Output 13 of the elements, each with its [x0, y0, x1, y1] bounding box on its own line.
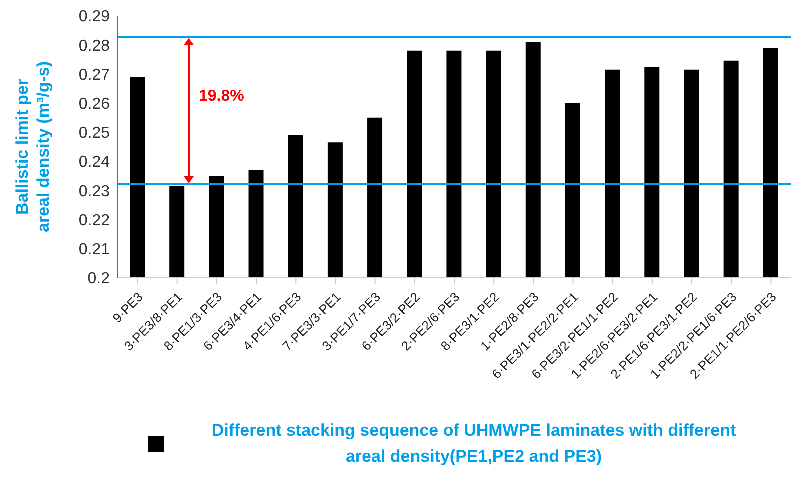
y-tick-label: 0.29	[78, 8, 110, 26]
y-tick-label: 0.25	[78, 125, 110, 142]
annotation: 19.8%	[199, 88, 244, 105]
text: Different stacking sequence of UHMWPE laminates with different areal density(PE1,PE2 and PE3)	[210, 420, 738, 468]
y-tick-label: 0.27	[78, 66, 110, 84]
y-tick-label: 0.26	[78, 96, 110, 114]
y-tick-label: 0.22	[78, 212, 110, 230]
y-axis-title: Ballistic limit per areal density (m³/g-s)	[13, 62, 53, 232]
y-tick-label: 0.23	[78, 183, 110, 200]
y-tick-label: 0.28	[78, 38, 110, 55]
y-tick-label: 0.2	[88, 270, 110, 288]
y-tick-label: 0.21	[78, 242, 110, 259]
y-tick-label: 0.24	[78, 154, 110, 172]
